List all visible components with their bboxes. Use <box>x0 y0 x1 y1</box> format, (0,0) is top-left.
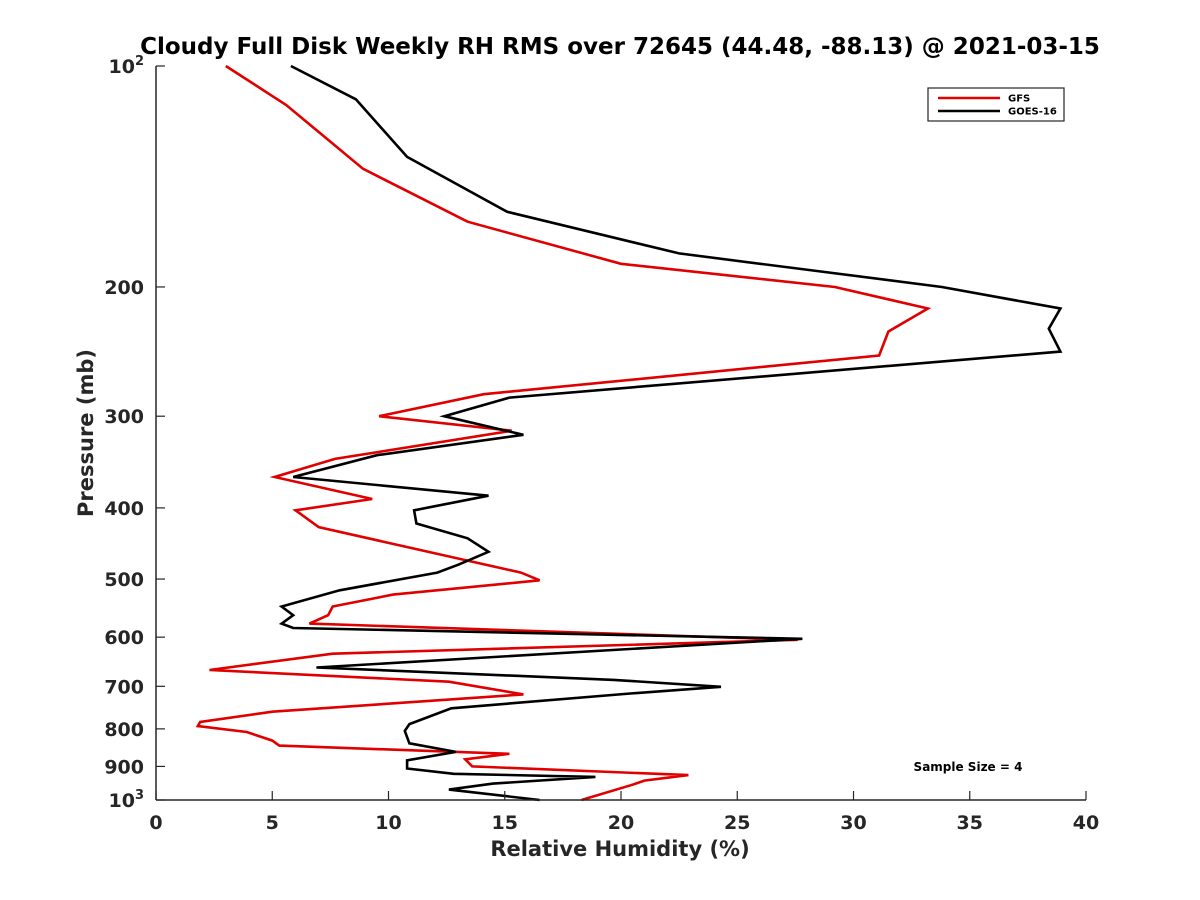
x-tick-label: 25 <box>724 812 750 834</box>
series-layer <box>195 64 1063 802</box>
y-tick-label: 102 <box>109 54 145 78</box>
chart-title: Cloudy Full Disk Weekly RH RMS over 7264… <box>140 34 1100 60</box>
x-axis-label: Relative Humidity (%) <box>490 837 749 861</box>
x-tick-label: 35 <box>957 812 983 834</box>
x-tick-label: 30 <box>840 812 866 834</box>
sample-size-annotation: Sample Size = 4 <box>914 760 1023 774</box>
y-tick-label: 700 <box>104 676 144 698</box>
legend-box <box>927 87 1065 122</box>
legend-label: GOES-16 <box>1008 107 1057 118</box>
y-axis-label: Pressure (mb) <box>74 349 98 517</box>
y-tick-label: 800 <box>104 719 144 741</box>
series-line-goes-16 <box>278 64 1063 802</box>
y-tick-label-base: 10 <box>109 56 135 78</box>
legend: GFS GOES-16 <box>927 87 1065 122</box>
y-tick-label: 300 <box>104 406 144 428</box>
x-tick-label: 0 <box>149 812 162 834</box>
legend-items: GFS GOES-16 <box>938 94 1057 118</box>
y-tick-label-exponent: 3 <box>135 788 144 803</box>
y-tick-label-base: 10 <box>109 790 135 812</box>
x-tick-label: 20 <box>608 812 634 834</box>
x-axis-ticks: 0 5 10 15 20 25 30 35 40 <box>149 791 1099 834</box>
x-tick-label: 5 <box>266 812 279 834</box>
y-tick-label-exponent: 2 <box>135 54 144 69</box>
x-tick-label: 15 <box>492 812 518 834</box>
plot-area: 0 5 10 15 20 25 30 35 40 10220030040050060070080… <box>104 54 1099 834</box>
y-tick-label: 600 <box>104 627 144 649</box>
y-tick-label: 400 <box>104 498 144 520</box>
x-tick-label: 40 <box>1073 812 1099 834</box>
legend-label: GFS <box>1008 94 1030 105</box>
y-tick-label: 500 <box>104 569 144 591</box>
series-line-gfs <box>195 64 932 802</box>
y-tick-label: 200 <box>104 277 144 299</box>
y-tick-label: 103 <box>109 788 145 812</box>
y-tick-label: 900 <box>104 756 144 778</box>
x-tick-label: 10 <box>375 812 401 834</box>
